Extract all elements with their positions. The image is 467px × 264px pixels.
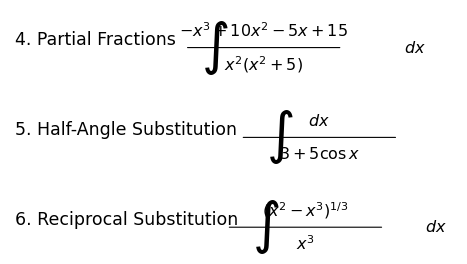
Text: $(x^2-x^3)^{1/3}$: $(x^2-x^3)^{1/3}$ <box>262 200 349 221</box>
Text: $\int$: $\int$ <box>201 18 229 77</box>
Text: 5. Half-Angle Substitution: 5. Half-Angle Substitution <box>15 121 237 139</box>
Text: $dx$: $dx$ <box>309 113 330 129</box>
Text: $x^2(x^2+5)$: $x^2(x^2+5)$ <box>224 54 303 75</box>
Text: $dx$: $dx$ <box>425 219 446 235</box>
Text: $dx$: $dx$ <box>403 40 425 56</box>
Text: 6. Reciprocal Substitution: 6. Reciprocal Substitution <box>15 210 239 229</box>
Text: $x^3$: $x^3$ <box>296 234 315 253</box>
Text: $3+5\cos x$: $3+5\cos x$ <box>279 146 360 162</box>
Text: $\int$: $\int$ <box>266 109 294 166</box>
Text: $\int$: $\int$ <box>252 198 280 256</box>
Text: $-x^3+10x^2-5x+15$: $-x^3+10x^2-5x+15$ <box>179 22 348 40</box>
Text: 4. Partial Fractions: 4. Partial Fractions <box>15 31 176 49</box>
